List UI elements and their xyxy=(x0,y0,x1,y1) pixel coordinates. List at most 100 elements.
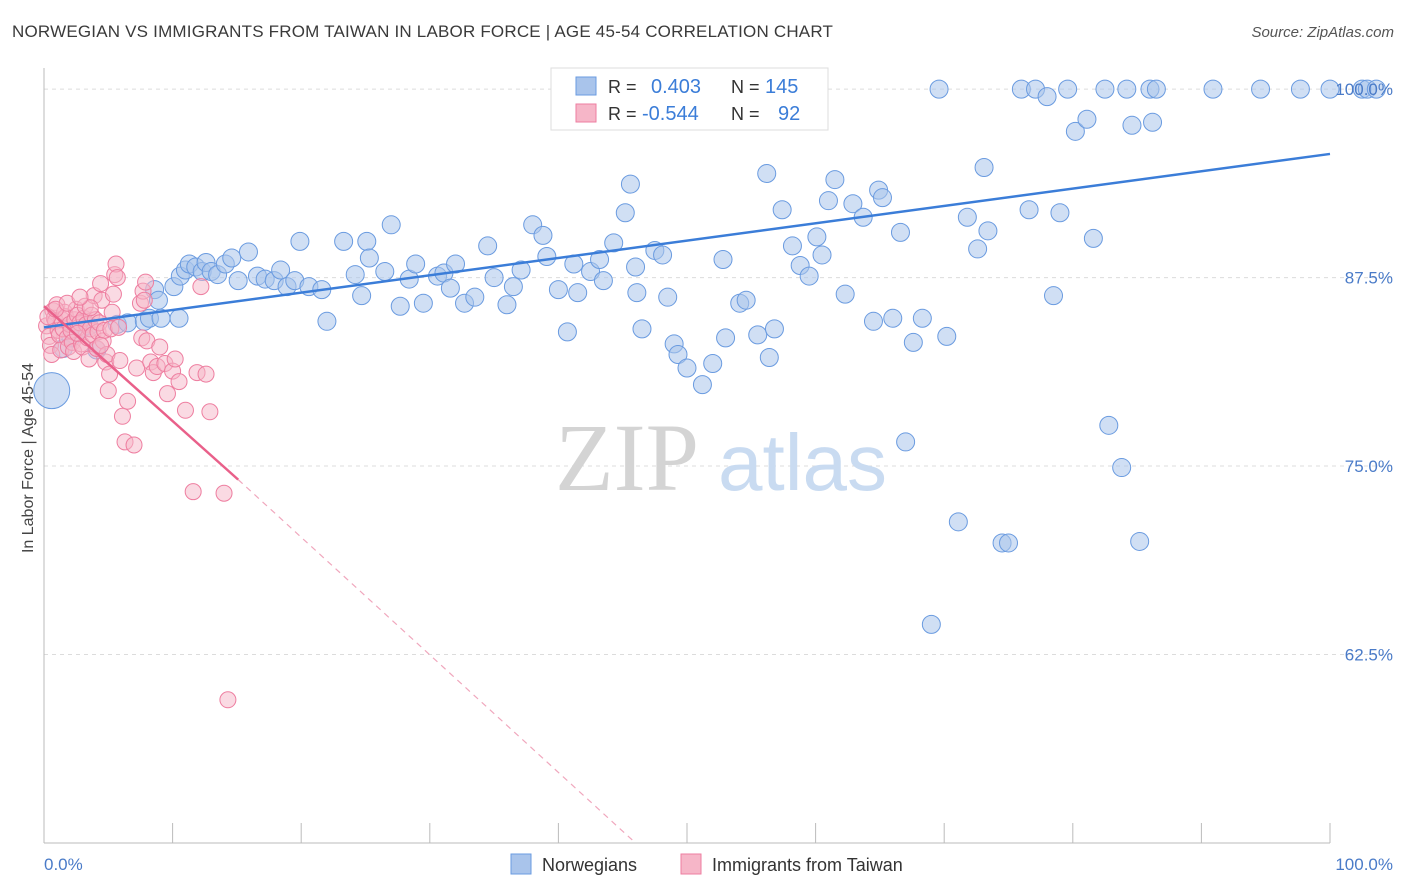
y-tick-label: 87.5% xyxy=(1345,269,1393,288)
norwegian-point xyxy=(1019,200,1039,220)
bottom-legend-swatch-norwegians xyxy=(510,853,532,875)
watermark-zip: ZIP xyxy=(555,404,699,511)
taiwan-trend-line xyxy=(43,305,240,481)
norwegian-point xyxy=(883,308,903,328)
norwegian-point xyxy=(921,614,941,634)
norwegian-point xyxy=(999,533,1018,553)
norwegian-point xyxy=(169,308,189,328)
norwegian-point xyxy=(345,265,365,285)
bottom-legend-taiwan: Immigrants from Taiwan xyxy=(712,855,903,875)
norwegian-point xyxy=(359,248,379,268)
legend-r-label-1: R = xyxy=(608,77,637,97)
norwegian-point xyxy=(863,311,883,331)
norwegian-point xyxy=(748,325,768,345)
norwegian-point xyxy=(632,319,652,339)
norwegian-point xyxy=(478,236,498,256)
norwegian-point xyxy=(835,284,855,304)
norwegians-points xyxy=(33,79,1386,634)
taiwan-point xyxy=(192,278,210,296)
norwegian-point xyxy=(974,158,994,178)
norwegian-point xyxy=(1112,458,1132,478)
norwegian-point xyxy=(736,290,756,310)
norwegian-point xyxy=(413,293,433,313)
norwegian-point xyxy=(334,231,354,251)
norwegian-point xyxy=(375,262,395,282)
taiwan-point xyxy=(125,436,143,454)
norwegian-point xyxy=(818,191,838,211)
norwegian-point xyxy=(1122,115,1142,135)
norwegian-point xyxy=(703,354,723,374)
norwegian-point xyxy=(590,249,610,269)
norwegian-point xyxy=(33,372,71,410)
norwegian-point xyxy=(653,245,673,265)
norwegian-point xyxy=(929,79,949,99)
norwegian-point xyxy=(764,319,784,339)
norwegian-point xyxy=(1130,531,1150,551)
norwegian-point xyxy=(872,188,892,208)
norwegian-point xyxy=(1050,203,1070,223)
taiwan-point xyxy=(151,338,169,356)
taiwan-point xyxy=(215,484,233,502)
norwegian-point xyxy=(503,277,523,297)
taiwan-point xyxy=(111,352,129,370)
norwegian-point xyxy=(1095,79,1115,99)
taiwan-point xyxy=(103,303,121,321)
legend-r-value-2: -0.544 xyxy=(642,103,699,125)
y-tick-labels: 100.0% 87.5% 75.0% 62.5% xyxy=(1335,80,1393,664)
x-tick-labels: 0.0% 100.0% xyxy=(44,855,1393,874)
legend-swatch-norwegians xyxy=(575,76,597,96)
norwegian-point xyxy=(812,245,832,265)
bottom-legend-swatch-taiwan xyxy=(680,853,702,875)
norwegian-point xyxy=(511,260,531,280)
norwegian-point xyxy=(937,326,957,346)
norwegian-point xyxy=(271,260,291,280)
norwegian-point xyxy=(1099,415,1119,435)
norwegian-point xyxy=(290,231,310,251)
norwegian-point xyxy=(557,322,577,342)
norwegian-point xyxy=(978,221,998,241)
norwegian-point xyxy=(903,332,923,352)
norwegian-point xyxy=(615,203,635,223)
norwegian-point xyxy=(390,296,410,316)
taiwan-point xyxy=(99,382,117,400)
y-tick-label: 100.0% xyxy=(1335,80,1393,99)
legend-n-label-1: N = xyxy=(731,77,760,97)
legend-r-label-2: R = xyxy=(608,104,637,124)
norwegian-point xyxy=(1320,79,1340,99)
norwegian-point xyxy=(1290,79,1310,99)
norwegian-point xyxy=(533,225,553,245)
norwegian-point xyxy=(1083,228,1103,248)
bottom-legend-norwegians: Norwegians xyxy=(542,855,637,875)
norwegian-point xyxy=(406,254,426,274)
trend-lines xyxy=(43,152,1331,844)
taiwan-point xyxy=(113,407,131,425)
norwegian-point xyxy=(668,344,688,364)
x-tick-label: 0.0% xyxy=(44,855,83,874)
norwegian-point xyxy=(658,287,678,307)
norwegian-point xyxy=(825,170,845,190)
norwegian-point xyxy=(782,236,802,256)
norwegian-point xyxy=(772,200,792,220)
taiwan-point xyxy=(219,691,237,709)
norwegian-point xyxy=(222,248,242,268)
legend-n-label-2: N = xyxy=(731,104,760,124)
norwegian-point xyxy=(604,233,624,253)
legend-r-value-1: 0.403 xyxy=(651,76,701,98)
chart-title: NORWEGIAN VS IMMIGRANTS FROM TAIWAN IN L… xyxy=(12,22,834,41)
norwegian-point xyxy=(716,328,736,348)
norwegian-point xyxy=(593,271,613,291)
norwegian-point xyxy=(1065,121,1085,141)
norwegian-point xyxy=(896,432,916,452)
norwegian-point xyxy=(1044,286,1064,306)
norwegian-point xyxy=(807,227,827,247)
taiwan-point xyxy=(170,373,188,391)
norwegian-point xyxy=(357,231,377,251)
norwegian-point xyxy=(317,311,337,331)
norwegian-point xyxy=(228,271,248,291)
y-axis-label: In Labor Force | Age 45-54 xyxy=(20,363,37,553)
stats-legend: R = 0.403 N = 145 R = -0.544 N = 92 xyxy=(550,67,829,131)
watermark-atlas: atlas xyxy=(718,418,887,507)
legend-n-value-2: 92 xyxy=(778,103,800,125)
norwegian-point xyxy=(1203,79,1223,99)
taiwan-points xyxy=(38,255,237,709)
